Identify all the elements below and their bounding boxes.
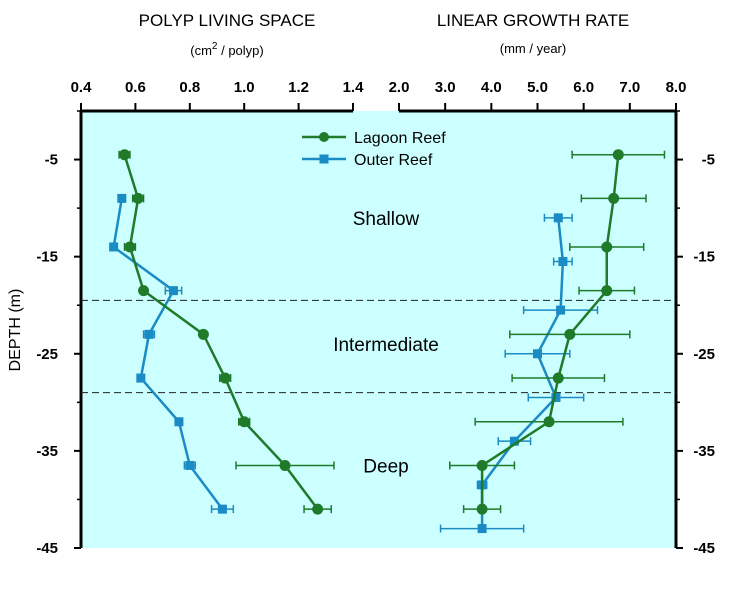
legend-label: Lagoon Reef <box>354 130 446 147</box>
right-panel-title: LINEAR GROWTH RATE <box>437 11 629 30</box>
left-lagoon-point <box>197 328 209 340</box>
right-y-tick-label: -5 <box>702 152 715 169</box>
right-y-tick-label: -15 <box>693 249 715 266</box>
left-outer-point <box>185 460 195 470</box>
zone-label: Deep <box>363 456 408 477</box>
zone-layer: Shallow Intermediate Deep <box>81 209 676 477</box>
right-lagoon-point <box>476 503 488 515</box>
right-outer-point <box>477 524 487 534</box>
left-y-tick-label: -5 <box>45 152 58 169</box>
right-x-tick-label: 4.0 <box>481 79 502 96</box>
right-lagoon-point <box>564 328 576 340</box>
legend-marker <box>319 154 329 164</box>
right-x-tick-label: 5.0 <box>527 79 548 96</box>
left-outer-point <box>144 329 154 339</box>
right-outer-point <box>509 436 519 446</box>
zone-label: Shallow <box>353 209 420 230</box>
legend-label: Outer Reef <box>354 152 433 169</box>
right-outer-line <box>480 217 565 529</box>
left-outer-line <box>112 198 224 510</box>
left-x-tick-label: 1.0 <box>234 79 255 96</box>
right-lagoon-point <box>612 149 624 161</box>
right-x-tick-label: 2.0 <box>389 79 410 96</box>
right-x-tick-label: 7.0 <box>619 79 640 96</box>
left-outer-point <box>174 417 184 427</box>
left-outer-point <box>109 242 119 252</box>
left-outer-point <box>168 286 178 296</box>
left-y-tick-label: -25 <box>36 346 58 363</box>
left-lagoon-point <box>219 372 231 384</box>
y-axis-label: DEPTH (m) <box>7 289 24 372</box>
legend-marker <box>319 132 329 142</box>
left-lagoon-point <box>312 503 324 515</box>
left-y-tick-label: -45 <box>36 540 58 557</box>
right-outer-point <box>533 349 542 359</box>
left-y-tick-label: -15 <box>36 249 58 266</box>
right-y-tick-label: -25 <box>693 346 715 363</box>
right-x-tick-label: 8.0 <box>666 79 687 96</box>
left-outer-point <box>117 193 127 203</box>
left-outer-point <box>217 504 227 514</box>
left-lagoon-point <box>238 416 250 428</box>
right-outer-point <box>556 305 566 315</box>
left-lagoon-point <box>124 241 136 253</box>
right-lagoon-point <box>543 416 555 428</box>
right-x-tick-label: 3.0 <box>435 79 456 96</box>
left-x-tick-label: 1.2 <box>288 79 309 96</box>
left-lagoon-point <box>279 459 291 471</box>
left-panel-unit: (cm2 / polyp) <box>190 41 263 58</box>
left-x-tick-label: 0.6 <box>125 79 146 96</box>
left-x-tick-label: 1.4 <box>343 79 365 96</box>
left-lagoon-point <box>132 192 144 204</box>
plot-background <box>81 111 676 548</box>
right-lagoon-point <box>476 459 488 471</box>
right-y-tick-label: -35 <box>693 443 715 460</box>
left-lagoon-point <box>138 285 150 297</box>
left-x-tick-label: 0.8 <box>179 79 200 96</box>
right-panel-unit: (mm / year) <box>500 41 566 56</box>
right-x-tick-label: 6.0 <box>573 79 594 96</box>
legend: Lagoon Reef Outer Reef <box>302 130 446 169</box>
left-x-tick-label: 0.4 <box>71 79 93 96</box>
series-layer <box>109 149 666 534</box>
right-lagoon-point <box>608 192 620 204</box>
right-outer-point <box>558 257 568 267</box>
right-outer-point <box>553 213 563 223</box>
left-y-tick-label: -35 <box>36 443 58 460</box>
right-lagoon-point <box>552 372 564 384</box>
right-lagoon-point <box>601 285 613 297</box>
right-lagoon-point <box>601 241 613 253</box>
zone-label: Intermediate <box>333 335 439 356</box>
right-y-tick-label: -45 <box>693 540 715 557</box>
left-outer-point <box>136 373 146 383</box>
left-lagoon-point <box>119 149 131 161</box>
left-panel-title: POLYP LIVING SPACE <box>139 11 316 30</box>
right-outer-point <box>551 392 561 402</box>
axes-layer: 0.4 0.6 0.8 1.0 1.2 1.4 2.0 3.0 4.0 5.0 6.0 7.0 8.0 -… <box>36 79 715 557</box>
